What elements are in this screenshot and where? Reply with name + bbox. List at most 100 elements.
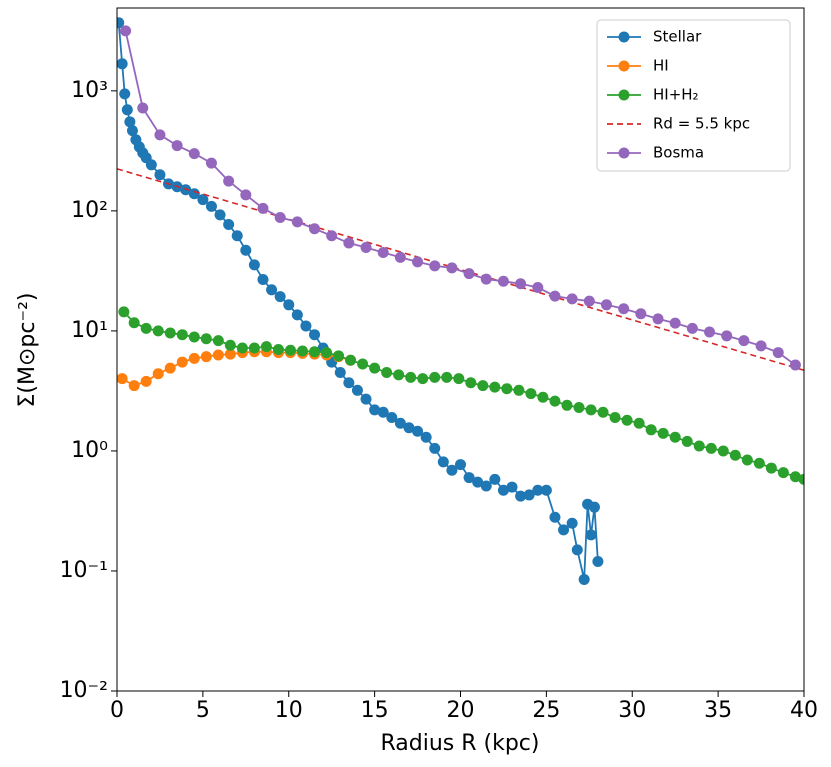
marker (300, 320, 312, 332)
marker (124, 116, 136, 128)
marker (291, 216, 303, 228)
marker (321, 347, 333, 359)
marker (212, 349, 224, 361)
marker (272, 344, 284, 355)
marker (523, 489, 535, 501)
marker (588, 501, 600, 513)
marker (477, 380, 489, 392)
marker (369, 362, 381, 374)
marker (223, 175, 235, 187)
marker (117, 17, 125, 29)
marker (205, 200, 217, 212)
marker (772, 347, 784, 359)
marker (117, 373, 128, 385)
marker (578, 573, 590, 585)
marker (260, 341, 272, 353)
marker (705, 442, 717, 454)
marker (738, 335, 750, 347)
marker (721, 330, 733, 342)
marker (309, 329, 321, 341)
y-tick-label: 10⁻¹ (60, 558, 108, 583)
marker (393, 369, 405, 381)
marker (140, 375, 152, 387)
legend-marker (618, 89, 630, 101)
marker (334, 367, 346, 379)
legend-label: Rd = 5.5 kpc (653, 115, 750, 133)
marker (164, 362, 176, 374)
marker (200, 351, 212, 363)
marker (480, 273, 492, 285)
marker (566, 293, 578, 305)
marker (176, 329, 188, 341)
x-tick-label: 20 (447, 698, 475, 723)
marker (188, 331, 200, 343)
marker (266, 284, 278, 296)
marker (188, 188, 200, 200)
marker (274, 212, 286, 224)
marker (489, 381, 501, 393)
marker (621, 414, 633, 426)
marker (489, 473, 501, 485)
x-tick-label: 40 (790, 698, 818, 723)
marker (741, 454, 753, 466)
marker (164, 327, 176, 339)
marker (257, 274, 269, 286)
y-tick-label: 10⁰ (71, 438, 108, 463)
marker (240, 189, 252, 201)
marker (729, 449, 741, 461)
legend-label: HI (653, 57, 669, 75)
marker (224, 348, 236, 360)
marker (145, 159, 157, 171)
x-axis-label: Radius R (kpc) (380, 731, 539, 756)
marker (618, 303, 630, 315)
x-tick-label: 0 (110, 698, 124, 723)
marker (205, 157, 217, 169)
series-line (124, 30, 796, 366)
marker (532, 484, 544, 496)
marker (537, 391, 549, 403)
marker (645, 424, 657, 436)
marker (412, 256, 424, 268)
marker (513, 384, 525, 396)
y-tick-label: 10² (71, 198, 108, 223)
legend-marker (618, 31, 630, 43)
marker (437, 456, 449, 468)
marker (128, 380, 140, 392)
plot-area (117, 17, 804, 585)
marker (463, 472, 475, 484)
marker (571, 544, 583, 556)
marker (128, 317, 140, 329)
marker (176, 356, 188, 368)
marker (240, 244, 252, 256)
marker (472, 476, 484, 488)
marker (765, 462, 777, 474)
marker (652, 313, 664, 325)
marker (377, 406, 389, 418)
marker (515, 490, 527, 502)
legend-label: Stellar (653, 28, 702, 46)
marker (140, 322, 152, 334)
marker (592, 555, 604, 567)
marker (429, 260, 441, 272)
marker (188, 148, 200, 160)
marker (291, 309, 303, 321)
marker (609, 411, 621, 423)
marker (446, 464, 458, 476)
marker (540, 484, 552, 496)
marker (585, 404, 597, 416)
marker (453, 373, 465, 385)
marker (248, 259, 260, 271)
marker (154, 169, 166, 181)
marker (137, 102, 149, 114)
marker (789, 359, 801, 371)
marker (497, 275, 509, 287)
legend-marker (618, 147, 630, 159)
legend-box (596, 19, 791, 172)
marker (214, 209, 226, 221)
marker (345, 354, 357, 366)
marker (635, 308, 647, 320)
y-tick-label: 10¹ (71, 318, 108, 343)
x-tick-label: 25 (532, 698, 560, 723)
marker (566, 517, 578, 529)
